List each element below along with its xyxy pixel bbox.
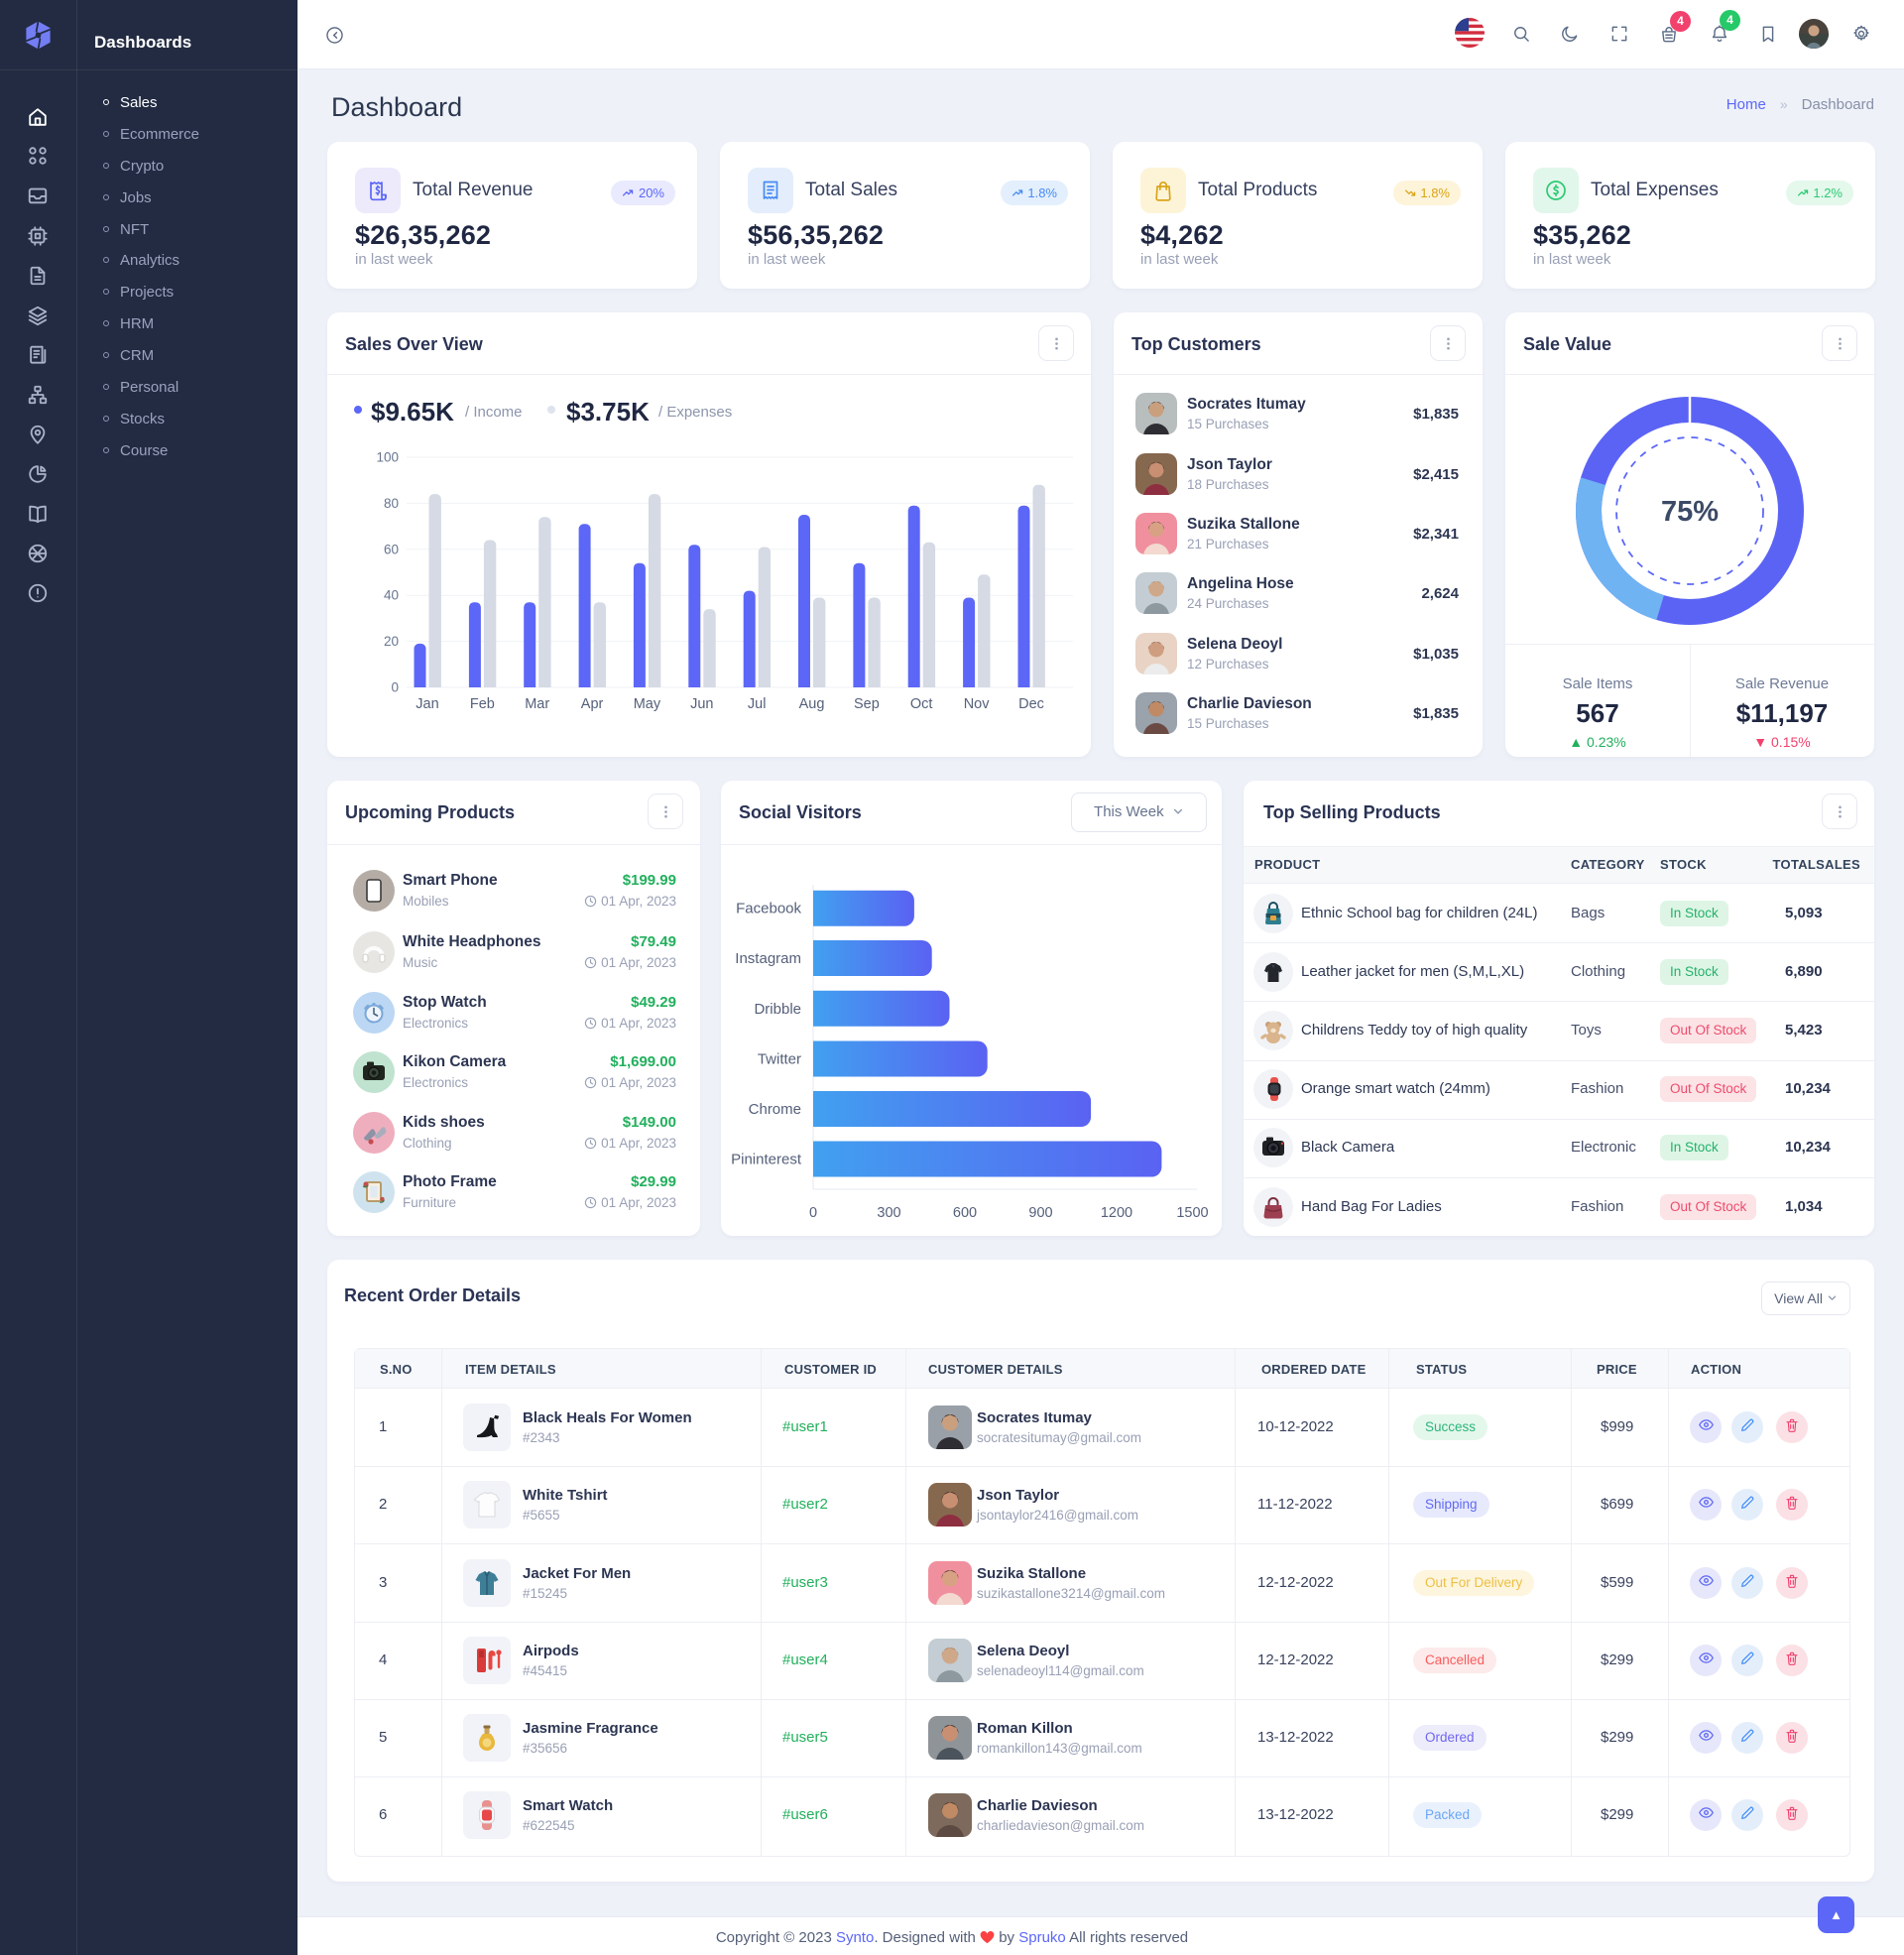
svg-text:300: 300 (877, 1205, 900, 1221)
svg-text:Apr: Apr (581, 696, 604, 712)
svg-text:Jul: Jul (748, 696, 767, 712)
svg-text:Feb: Feb (470, 696, 495, 712)
svg-text:Pininterest: Pininterest (731, 1152, 802, 1168)
svg-text:600: 600 (953, 1205, 977, 1221)
svg-text:0: 0 (809, 1205, 817, 1221)
svg-text:Instagram: Instagram (735, 950, 801, 967)
svg-text:Jan: Jan (416, 696, 438, 712)
svg-text:1200: 1200 (1101, 1205, 1132, 1221)
svg-text:Facebook: Facebook (736, 901, 801, 917)
svg-text:900: 900 (1028, 1205, 1052, 1221)
svg-text:40: 40 (384, 588, 399, 603)
svg-text:Jun: Jun (690, 696, 713, 712)
svg-text:Nov: Nov (964, 696, 991, 712)
svg-text:Sep: Sep (854, 696, 880, 712)
svg-text:Aug: Aug (799, 696, 825, 712)
svg-text:100: 100 (376, 450, 399, 465)
svg-text:May: May (634, 696, 661, 712)
svg-text:75%: 75% (1661, 496, 1719, 528)
svg-text:Dec: Dec (1018, 696, 1044, 712)
svg-text:1500: 1500 (1176, 1205, 1208, 1221)
svg-text:60: 60 (384, 542, 399, 556)
svg-text:Dribble: Dribble (754, 1001, 801, 1018)
svg-text:Chrome: Chrome (749, 1101, 801, 1118)
svg-text:20: 20 (384, 634, 399, 649)
svg-text:80: 80 (384, 496, 399, 511)
svg-text:Twitter: Twitter (758, 1051, 801, 1068)
svg-text:Oct: Oct (910, 696, 933, 712)
svg-text:Mar: Mar (525, 696, 549, 712)
svg-text:0: 0 (391, 680, 399, 695)
